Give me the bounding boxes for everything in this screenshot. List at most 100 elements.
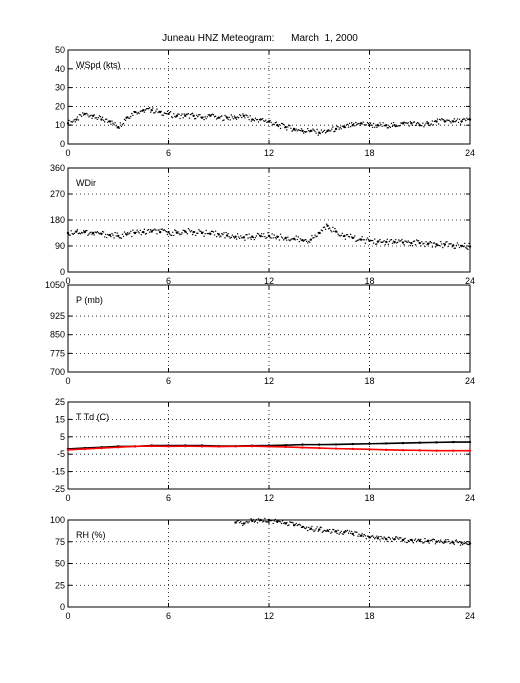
data-point-fill bbox=[331, 128, 333, 130]
data-point bbox=[359, 238, 363, 241]
data-point-fill bbox=[411, 245, 414, 247]
data-point-fill bbox=[232, 236, 235, 238]
data-point-fill bbox=[362, 121, 364, 123]
data-point-fill bbox=[412, 542, 415, 544]
data-point-fill bbox=[432, 538, 435, 540]
chart-title: Juneau HNZ Meteogram: March 1, 2000 bbox=[162, 33, 358, 44]
data-point-fill bbox=[240, 520, 242, 523]
data-point-fill bbox=[79, 233, 82, 235]
data-point-fill bbox=[229, 237, 231, 239]
y-tick-label: 925 bbox=[50, 311, 65, 321]
data-point-fill bbox=[369, 536, 372, 539]
data-point-fill bbox=[185, 113, 187, 115]
data-point-fill bbox=[260, 118, 263, 121]
data-point-fill bbox=[303, 239, 306, 241]
data-point-fill bbox=[379, 122, 381, 124]
data-point-fill bbox=[424, 245, 426, 248]
data-point-fill bbox=[191, 112, 194, 115]
data-point bbox=[401, 441, 405, 445]
data-point-fill bbox=[439, 240, 442, 243]
data-point-fill bbox=[339, 235, 341, 237]
data-point-fill bbox=[351, 530, 353, 533]
data-point bbox=[318, 443, 321, 446]
data-point-fill bbox=[103, 236, 106, 238]
data-point-fill bbox=[102, 119, 105, 121]
data-point-fill bbox=[288, 239, 290, 241]
data-point-fill bbox=[94, 231, 96, 233]
data-point bbox=[385, 442, 388, 445]
data-point bbox=[359, 534, 363, 537]
data-point-fill bbox=[320, 526, 323, 529]
data-point-fill bbox=[210, 114, 213, 116]
data-point-fill bbox=[321, 531, 324, 533]
data-point-fill bbox=[280, 522, 283, 525]
data-point-fill bbox=[160, 110, 162, 113]
data-point-fill bbox=[169, 111, 172, 113]
data-point-fill bbox=[371, 239, 374, 242]
data-point-fill bbox=[374, 126, 376, 128]
data-point-fill bbox=[137, 111, 139, 114]
data-point-fill bbox=[186, 233, 189, 235]
data-point-fill bbox=[414, 244, 417, 246]
data-point-fill bbox=[120, 237, 123, 240]
data-point-fill bbox=[221, 115, 223, 117]
data-point-fill bbox=[196, 114, 198, 117]
data-point bbox=[385, 124, 388, 127]
data-point-fill bbox=[244, 239, 246, 241]
data-point bbox=[251, 444, 254, 448]
data-point-fill bbox=[270, 121, 272, 124]
data-point-fill bbox=[247, 237, 249, 239]
data-point-fill bbox=[195, 234, 197, 237]
data-point-fill bbox=[333, 131, 335, 133]
data-point-fill bbox=[279, 127, 282, 130]
y-tick-label: -15 bbox=[52, 467, 65, 477]
data-point-fill bbox=[165, 112, 168, 115]
data-point-fill bbox=[178, 113, 180, 115]
data-point bbox=[401, 448, 405, 452]
data-point-fill bbox=[162, 114, 164, 117]
data-point-fill bbox=[397, 241, 399, 243]
data-point-fill bbox=[148, 231, 151, 233]
data-point-fill bbox=[398, 538, 400, 540]
data-point-fill bbox=[337, 233, 339, 235]
data-point-fill bbox=[463, 118, 465, 120]
data-point bbox=[368, 124, 371, 127]
data-point bbox=[276, 235, 279, 238]
data-point-fill bbox=[81, 112, 84, 114]
x-tick-label: 0 bbox=[65, 611, 70, 621]
data-point-fill bbox=[235, 118, 238, 120]
data-point-fill bbox=[287, 126, 289, 128]
data-point-fill bbox=[408, 540, 410, 543]
data-point-fill bbox=[445, 538, 447, 541]
data-point-fill bbox=[256, 118, 259, 121]
data-point-fill bbox=[131, 235, 133, 238]
data-point-fill bbox=[370, 239, 373, 242]
data-point bbox=[343, 234, 346, 238]
data-point-fill bbox=[331, 231, 333, 233]
data-point-fill bbox=[388, 125, 391, 128]
data-point-fill bbox=[380, 535, 382, 538]
data-point-fill bbox=[237, 519, 240, 522]
data-point-fill bbox=[157, 111, 159, 114]
data-point-fill bbox=[139, 229, 141, 232]
data-point-fill bbox=[163, 112, 166, 114]
data-point bbox=[385, 240, 388, 244]
data-point-fill bbox=[317, 134, 319, 136]
data-point-fill bbox=[315, 236, 317, 238]
data-point-fill bbox=[147, 108, 150, 110]
data-point-fill bbox=[156, 233, 158, 235]
data-point-fill bbox=[453, 118, 455, 120]
data-point-fill bbox=[155, 229, 157, 231]
data-point-fill bbox=[446, 241, 448, 243]
data-point-fill bbox=[308, 129, 310, 132]
data-point-fill bbox=[242, 524, 244, 527]
y-tick-label: 10 bbox=[55, 120, 65, 130]
data-point-fill bbox=[354, 125, 356, 127]
data-point bbox=[117, 446, 120, 449]
data-point bbox=[452, 440, 455, 444]
data-point-fill bbox=[386, 540, 388, 543]
data-point-fill bbox=[90, 114, 92, 117]
data-point-fill bbox=[356, 240, 358, 242]
data-point-fill bbox=[382, 241, 384, 243]
data-point-fill bbox=[408, 125, 410, 127]
